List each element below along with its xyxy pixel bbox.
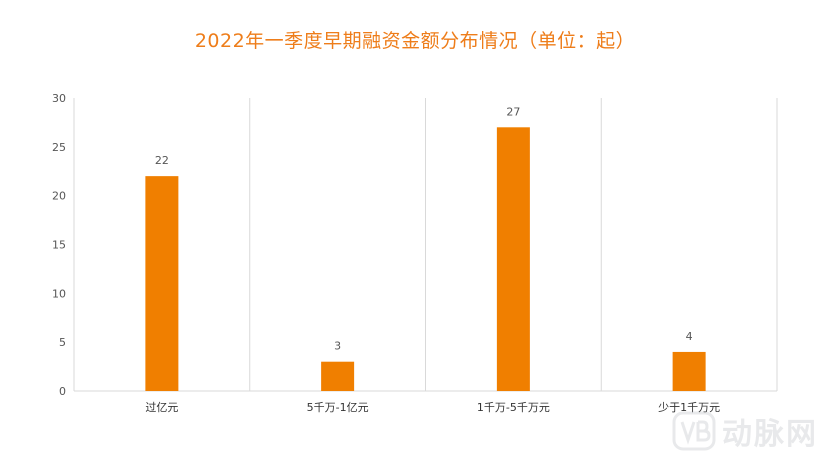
y-tick-label: 20 bbox=[52, 190, 66, 203]
y-tick-label: 0 bbox=[59, 385, 66, 398]
x-tick-label: 过亿元 bbox=[145, 401, 178, 414]
bar bbox=[496, 127, 530, 392]
data-label: 3 bbox=[334, 340, 341, 353]
x-tick-label: 1千万-5千万元 bbox=[477, 401, 550, 414]
data-label: 22 bbox=[155, 154, 169, 167]
watermark: 动脉网 bbox=[672, 409, 818, 453]
y-tick-label: 5 bbox=[59, 336, 66, 349]
chart-title: 2022年一季度早期融资金额分布情况（单位：起） bbox=[194, 30, 636, 52]
bar bbox=[672, 351, 706, 391]
x-tick-label: 5千万-1亿元 bbox=[307, 401, 369, 414]
watermark-text: 动脉网 bbox=[722, 417, 818, 452]
y-tick-label: 30 bbox=[52, 92, 66, 105]
y-tick-label: 10 bbox=[52, 287, 66, 300]
bar bbox=[321, 361, 355, 391]
data-label: 27 bbox=[506, 105, 520, 118]
y-tick-label: 25 bbox=[52, 141, 66, 154]
bar bbox=[145, 176, 179, 391]
vb-logo-icon bbox=[672, 411, 716, 451]
data-label: 4 bbox=[686, 330, 693, 343]
x-tick-label: 少于1千万元 bbox=[658, 401, 720, 414]
y-tick-label: 15 bbox=[52, 239, 66, 252]
